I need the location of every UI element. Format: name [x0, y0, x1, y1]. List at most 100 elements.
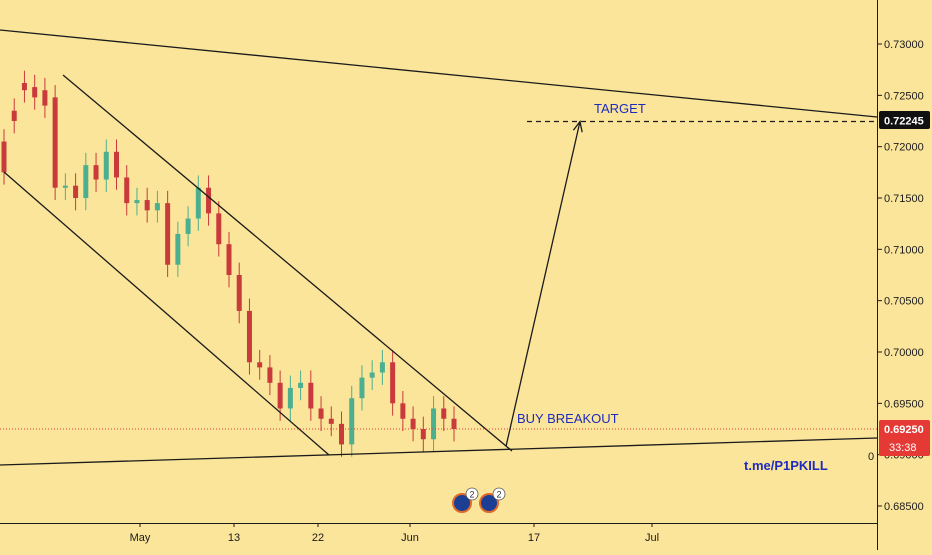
candles-layer — [1, 70, 457, 457]
candle — [154, 190, 160, 223]
candle — [451, 406, 457, 442]
candle — [32, 74, 38, 110]
candle-body — [257, 362, 263, 368]
candle-body — [277, 382, 283, 409]
current-price-text: 0.69250 — [884, 424, 924, 436]
candle-body — [134, 200, 140, 204]
candle — [298, 370, 304, 401]
event-marker-2[interactable]: 2 — [479, 487, 506, 513]
time-tick-label: Jun — [401, 532, 419, 544]
candle-body — [83, 165, 89, 198]
candle-body — [441, 408, 447, 419]
candle-body — [400, 403, 406, 419]
candle-body — [93, 165, 99, 180]
time-axis[interactable]: May 13 22 Jun 17 Jul — [0, 523, 877, 544]
candle-body — [420, 429, 426, 440]
candle — [124, 165, 130, 216]
countdown-text: 33:38 — [889, 442, 917, 454]
price-tick-label: 0.72500 — [884, 90, 924, 102]
event-marker-1[interactable]: 2 — [452, 487, 479, 513]
candle — [257, 349, 263, 380]
candle — [441, 396, 447, 432]
current-price-badge-bg — [879, 420, 930, 456]
candle-body — [451, 418, 457, 429]
candle-body — [298, 382, 304, 388]
candle — [93, 152, 99, 192]
candle-body — [154, 203, 160, 211]
candle-body — [308, 382, 314, 409]
candle — [114, 139, 119, 190]
candle — [134, 187, 140, 216]
candle-body — [73, 185, 79, 198]
target-price-text: 0.72245 — [884, 116, 924, 128]
price-tick-label: 0.69500 — [884, 398, 924, 410]
channel-upper-line — [62, 74, 513, 452]
candle — [236, 262, 242, 324]
candle — [359, 365, 365, 411]
candle — [206, 175, 212, 226]
candle — [349, 385, 355, 457]
candle-body — [267, 367, 273, 383]
candle-body — [185, 218, 191, 234]
candle-body — [226, 244, 232, 275]
projection-arrow-shaft — [505, 121, 581, 447]
current-price-badge: 0.69250 33:38 — [879, 420, 930, 456]
candle — [287, 375, 293, 421]
candle — [379, 349, 385, 385]
candle-body — [359, 377, 365, 399]
candle — [195, 175, 201, 231]
candle-body — [62, 185, 68, 188]
candle-body — [431, 408, 437, 440]
candle-body — [349, 398, 355, 445]
trend-lines-layer — [0, 29, 878, 466]
price-tick-label: 0.71000 — [884, 244, 924, 256]
partial-tick-label: 0 — [868, 451, 874, 463]
time-tick-label: Jul — [645, 532, 659, 544]
candle — [144, 187, 150, 223]
candle-body — [318, 408, 324, 419]
candle-body — [339, 423, 344, 445]
candle — [73, 173, 79, 211]
candle-body — [369, 372, 375, 378]
candle-body — [165, 203, 171, 265]
buy-breakout-label: BUY BREAKOUT — [517, 411, 619, 426]
candle — [11, 98, 17, 134]
target-label: TARGET — [594, 101, 646, 116]
price-tick-label: 0.72000 — [884, 142, 924, 154]
candle — [185, 206, 191, 247]
candle — [410, 406, 416, 442]
time-tick-label: 13 — [228, 532, 240, 544]
candle-body — [216, 213, 222, 245]
price-axis[interactable]: 0.73000 0.72500 0.72000 0.71500 0.71000 0.705… — [868, 0, 930, 550]
flag-icon — [479, 493, 499, 513]
candle-body — [410, 418, 416, 429]
price-axis-ticks: 0.73000 0.72500 0.72000 0.71500 0.71000 0.705… — [877, 39, 924, 513]
event-count-badge — [492, 487, 506, 501]
upper-resistance-line — [0, 29, 878, 118]
candle — [21, 70, 27, 103]
candle — [226, 231, 232, 288]
price-tick-label: 0.70000 — [884, 347, 924, 359]
candle-body — [124, 177, 130, 204]
candle-body — [114, 151, 119, 178]
candle — [216, 201, 222, 257]
target-price-badge-bg — [879, 111, 930, 129]
candle-body — [195, 187, 201, 219]
candle-body — [175, 233, 181, 265]
candle-body — [1, 141, 7, 173]
price-tick-label: 0.73000 — [884, 39, 924, 51]
price-tick-label: 0.70500 — [884, 296, 924, 308]
candle — [339, 411, 344, 457]
candle — [1, 129, 7, 185]
candle-body — [11, 110, 17, 121]
candle — [103, 139, 109, 192]
candle — [83, 152, 89, 211]
candle-body — [32, 87, 38, 98]
candle — [246, 298, 252, 375]
candle-body — [206, 187, 212, 214]
candle-body — [390, 362, 396, 404]
candle — [175, 221, 181, 278]
